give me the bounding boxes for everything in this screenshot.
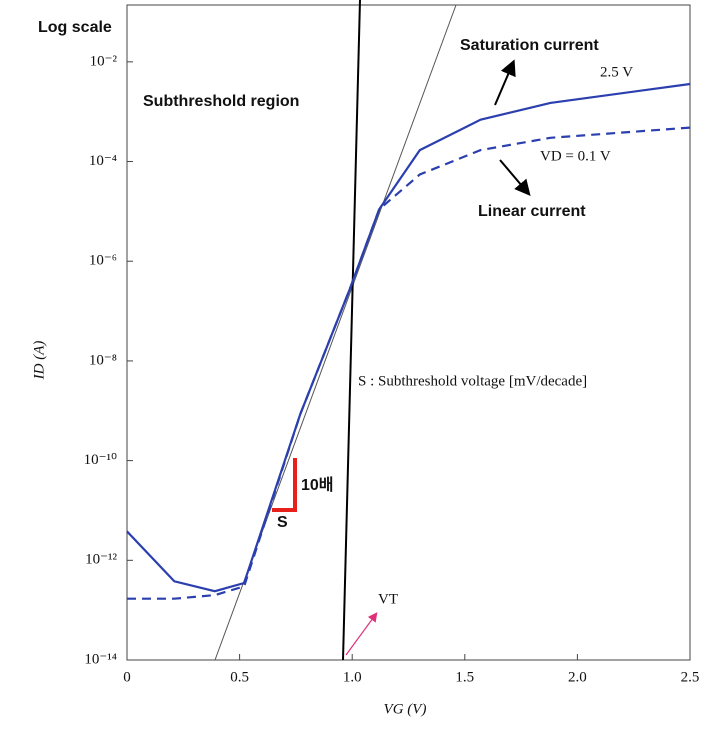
series-label: VD = 0.1 V (540, 148, 611, 164)
y-tick-label: 10⁻⁶ (89, 253, 117, 269)
annotation: 10배 (301, 476, 334, 494)
x-axis-label: VG (V) (384, 701, 427, 717)
y-tick-label: 10⁻¹² (85, 552, 117, 568)
y-axis-label: ID (A) (31, 341, 47, 381)
data-line (127, 126, 691, 600)
slope-marker (272, 458, 297, 512)
vt-line (342, 0, 361, 661)
x-tick-label: 0.5 (230, 669, 249, 685)
y-tick-label: 10⁻¹⁴ (84, 651, 117, 667)
y-tick-label: 10⁻² (90, 53, 118, 69)
annotation: Subthreshold region (143, 93, 299, 110)
x-tick-label: 0 (123, 669, 131, 685)
x-tick-label: 2.5 (681, 669, 700, 685)
series-label: 2.5 V (600, 64, 633, 80)
annotation: VT (378, 591, 398, 607)
y-tick-label: 10⁻⁸ (89, 352, 117, 368)
plot-frame (126, 4, 691, 661)
annotation: Saturation current (460, 37, 599, 54)
arrow (494, 59, 516, 106)
x-tick-label: 2.0 (568, 669, 587, 685)
x-tick-label: 1.5 (455, 669, 474, 685)
annotation: S : Subthreshold voltage [mV/decade] (358, 373, 587, 389)
y-tick-label: 10⁻¹⁰ (84, 452, 117, 468)
arrow (345, 612, 378, 656)
annotation: S (277, 514, 288, 531)
x-tick-label: 1.0 (343, 669, 362, 685)
data-line (126, 82, 691, 593)
annotation: Linear current (478, 203, 586, 220)
arrow (499, 159, 531, 197)
y-tick-label: 10⁻⁴ (89, 153, 117, 169)
annotation: Log scale (38, 19, 112, 36)
